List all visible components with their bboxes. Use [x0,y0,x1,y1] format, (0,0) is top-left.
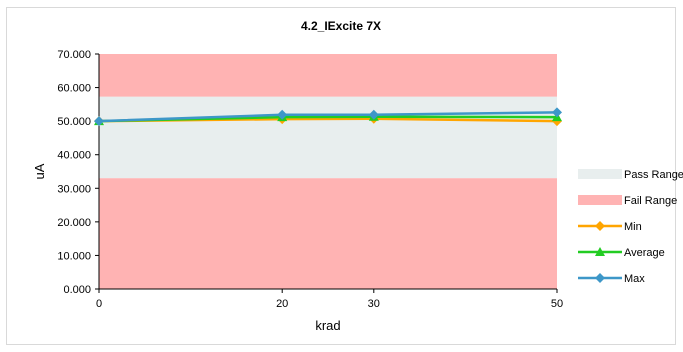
y-tick-label: 30.000 [57,183,91,195]
max-series-line [98,111,558,123]
legend-marker-min [595,221,605,231]
legend-swatch-fail-range [578,195,622,205]
fail-range-band [99,54,557,97]
x-tick-label: 0 [96,298,102,310]
max-point [277,109,288,120]
y-tick-label: 70.000 [57,49,91,61]
max-point [552,107,562,118]
legend-marker-max [595,273,605,283]
chart-title: 4.2_IExcite 7X [301,19,381,33]
y-tick-label: 40.000 [57,150,91,162]
x-tick-label: 30 [368,298,380,310]
y-tick-label: 50.000 [57,116,91,128]
max-point [94,116,104,127]
legend-label-max: Max [624,273,645,285]
x-tick-label: 20 [276,298,288,310]
x-axis-title: krad [315,318,340,333]
legend-marker-average [595,247,605,256]
y-tick-label: 0.000 [63,284,91,296]
max-point [368,109,379,120]
pass-range-band [99,96,557,179]
y-tick-label: 60.000 [57,83,91,95]
y-tick-label: 10.000 [57,250,91,262]
y-axis-title: uA [32,163,47,179]
y-tick-label: 20.000 [57,217,91,229]
legend-label-pass-range: Pass Range [624,169,683,181]
legend-label-min: Min [624,221,642,233]
fail-range-band [99,178,557,289]
legend-swatch-pass-range [578,169,622,179]
legend-label-average: Average [624,247,665,259]
x-tick-label: 50 [551,298,563,310]
legend-label-fail-range: Fail Range [624,195,677,207]
